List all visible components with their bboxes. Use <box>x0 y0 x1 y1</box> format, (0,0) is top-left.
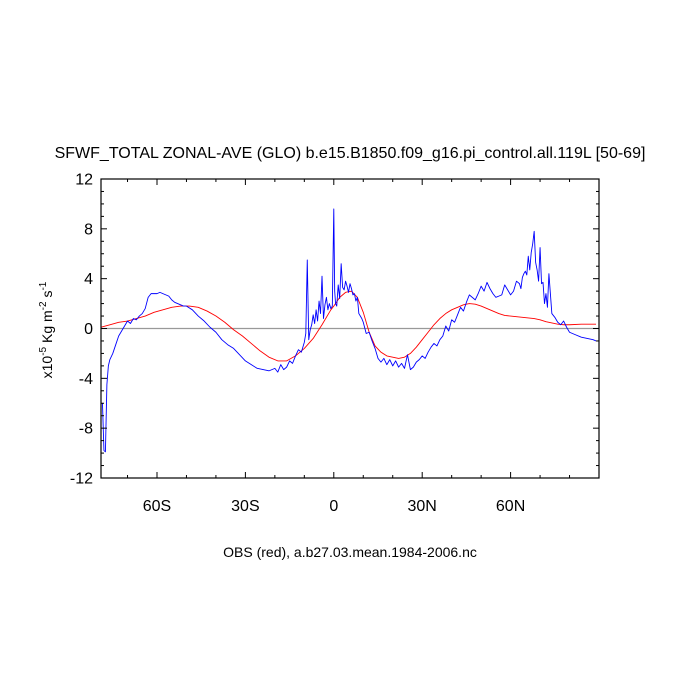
y-axis-label-prefix: x10 <box>39 356 55 379</box>
y-tick-label: 8 <box>84 221 93 238</box>
y-axis-label-units-a-exponent: -2 <box>38 301 49 310</box>
chart-title: SFWF_TOTAL ZONAL-AVE (GLO) b.e15.B1850.f… <box>55 145 646 162</box>
series-line-obs <box>101 290 597 362</box>
y-axis-label: x10-5 Kg m-2 s-1 <box>38 281 55 378</box>
y-axis: -12 -8 -4 0 4 8 12 <box>70 172 599 488</box>
y-tick-label: 12 <box>75 172 93 189</box>
y-axis-label-units-b: s <box>39 291 55 302</box>
y-tick-label: -12 <box>70 471 93 488</box>
x-tick-label: 60N <box>496 498 525 515</box>
x-axis: 60S 30S 0 30N 60N <box>127 179 571 515</box>
x-tick-label: 0 <box>329 498 338 515</box>
y-tick-label: -4 <box>79 371 93 388</box>
x-tick-label: 30S <box>231 498 259 515</box>
x-tick-label: 60S <box>143 498 171 515</box>
series-line-model <box>102 208 597 453</box>
x-axis-label: OBS (red), a.b27.03.mean.1984-2006.nc <box>223 544 477 560</box>
y-axis-label-exponent: -5 <box>38 346 49 355</box>
y-axis-label-units-b-exponent: -1 <box>38 281 49 290</box>
y-tick-label: -8 <box>79 421 93 438</box>
x-tick-label: 30N <box>408 498 437 515</box>
y-tick-label: 0 <box>84 321 93 338</box>
y-tick-label: 4 <box>84 271 93 288</box>
y-axis-label-units-a: Kg m <box>39 310 55 347</box>
